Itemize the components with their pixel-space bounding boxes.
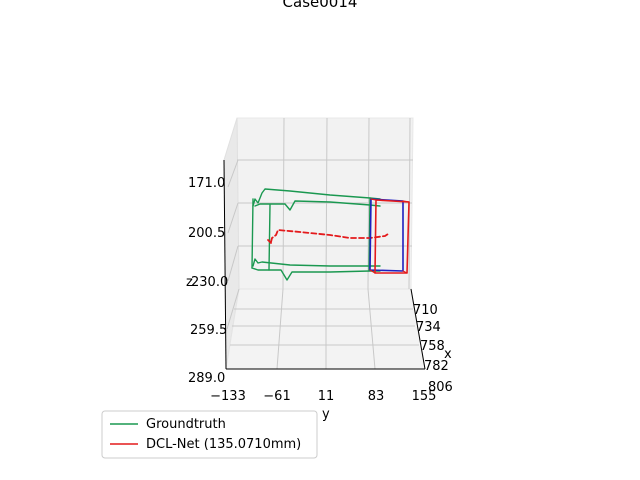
x-tick-label: 710 <box>413 303 438 318</box>
left-grid-h <box>226 288 240 330</box>
groundtruth-lower-line <box>252 258 381 267</box>
floor-grid-y <box>367 288 376 370</box>
x-axis-line <box>410 288 426 370</box>
legend-groundtruth-label: Groundtruth <box>146 417 226 432</box>
chart-title: Case0014 <box>283 0 358 11</box>
dclnet-centerline-dashed <box>270 229 389 243</box>
data-traces <box>251 188 410 281</box>
red-frame-connector <box>369 198 410 274</box>
groundtruth-lower-inner-line <box>251 267 381 281</box>
y-tick-label: −61 <box>263 389 290 404</box>
x-tick-labels: 710 734 758 782 806 <box>413 303 453 395</box>
z-tick-label: 171.0 <box>188 176 225 191</box>
z-tick-label: 289.0 <box>188 371 225 386</box>
x-tick-label: 758 <box>420 339 445 354</box>
groundtruth-upper-inner-line <box>254 200 381 211</box>
groundtruth-upper-line <box>252 188 381 207</box>
groundtruth-middle-edge <box>268 204 271 271</box>
x-tick-label: 734 <box>416 320 441 335</box>
left-grid-h <box>227 245 239 282</box>
z-tick-labels: 171.0 200.5 230.0 259.5 289.0 <box>188 176 228 386</box>
legend-dclnet-label: DCL-Net (135.0710mm) <box>146 437 301 452</box>
legend: Groundtruth DCL-Net (135.0710mm) <box>101 410 318 459</box>
z-tick-label: 230.0 <box>191 275 228 290</box>
groundtruth-right-edge <box>368 197 371 272</box>
y-tick-label: 83 <box>368 389 385 404</box>
y-tick-label: 11 <box>318 389 335 404</box>
z-axis-line <box>223 159 227 370</box>
grid-lines <box>226 117 419 370</box>
z-tick-label: 200.5 <box>188 226 225 241</box>
axis-lines <box>223 159 426 370</box>
left-grid-h <box>227 202 239 234</box>
x-tick-label: 806 <box>428 380 453 395</box>
y-tick-label: −133 <box>210 389 246 404</box>
axes-panes <box>223 117 426 370</box>
floor-grid-y <box>276 288 284 370</box>
x-tick-label: 782 <box>424 359 449 374</box>
y-axis-label: y <box>322 407 330 422</box>
x-axis-label: x <box>444 347 452 362</box>
dclnet-end-marker <box>267 239 272 244</box>
left-grid-h <box>227 159 239 188</box>
y-tick-labels: −133 −61 11 83 155 <box>210 389 436 404</box>
groundtruth-left-edge <box>251 198 254 269</box>
z-tick-label: 259.5 <box>190 323 227 338</box>
legend-box <box>101 410 318 459</box>
y-tick-label: 155 <box>412 389 437 404</box>
z-axis-label: z <box>186 275 193 290</box>
